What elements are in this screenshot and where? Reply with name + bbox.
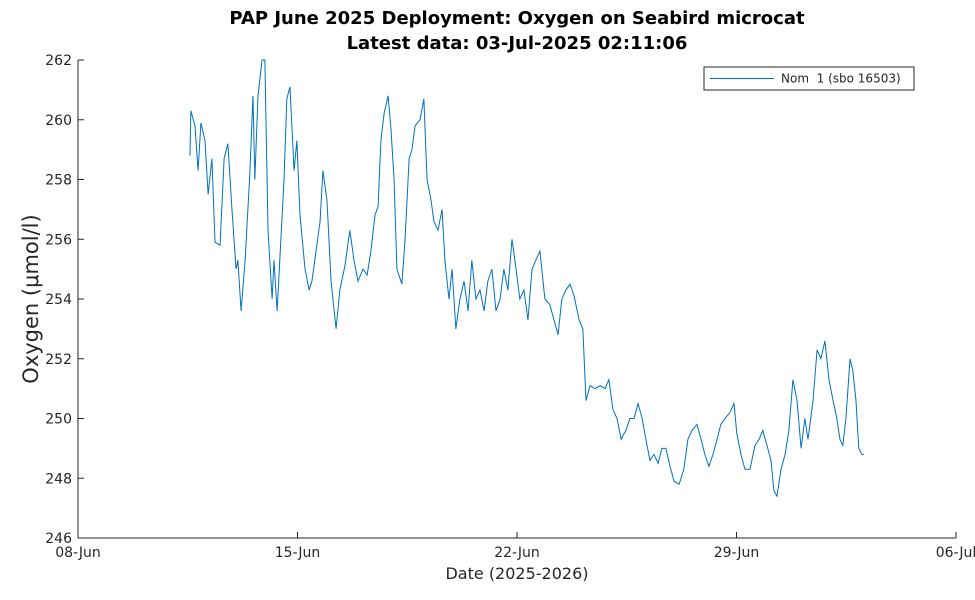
- legend: Nom 1 (sbo 16503): [703, 66, 915, 91]
- x-tick-label: 06-Jul: [936, 545, 975, 561]
- y-tick-label: 250: [45, 412, 72, 428]
- x-axis-label: Date (2025-2026): [445, 564, 588, 583]
- y-tick-label: 252: [45, 352, 72, 368]
- y-tick-label: 260: [45, 113, 72, 129]
- legend-label: Nom 1 (sbo 16503): [781, 72, 901, 86]
- y-tick-label: 262: [45, 53, 72, 69]
- y-tick-label: 258: [45, 173, 72, 189]
- x-tick-label: 22-Jun: [494, 545, 540, 561]
- x-tick-label: 15-Jun: [275, 545, 321, 561]
- y-tick-label: 256: [45, 232, 72, 248]
- y-tick-label: 248: [45, 471, 72, 487]
- chart-subtitle: Latest data: 03-Jul-2025 02:11:06: [347, 33, 688, 54]
- data-line: [189, 59, 864, 498]
- x-tick-label: 29-Jun: [714, 545, 760, 561]
- y-axis-label: Oxygen (μmol/l): [19, 214, 43, 383]
- legend-box: [703, 66, 915, 91]
- x-tick-label: 08-Jun: [55, 545, 101, 561]
- y-tick-label: 254: [45, 292, 72, 308]
- y-tick-label: 246: [45, 531, 72, 547]
- chart-title: PAP June 2025 Deployment: Oxygen on Seab…: [229, 8, 805, 29]
